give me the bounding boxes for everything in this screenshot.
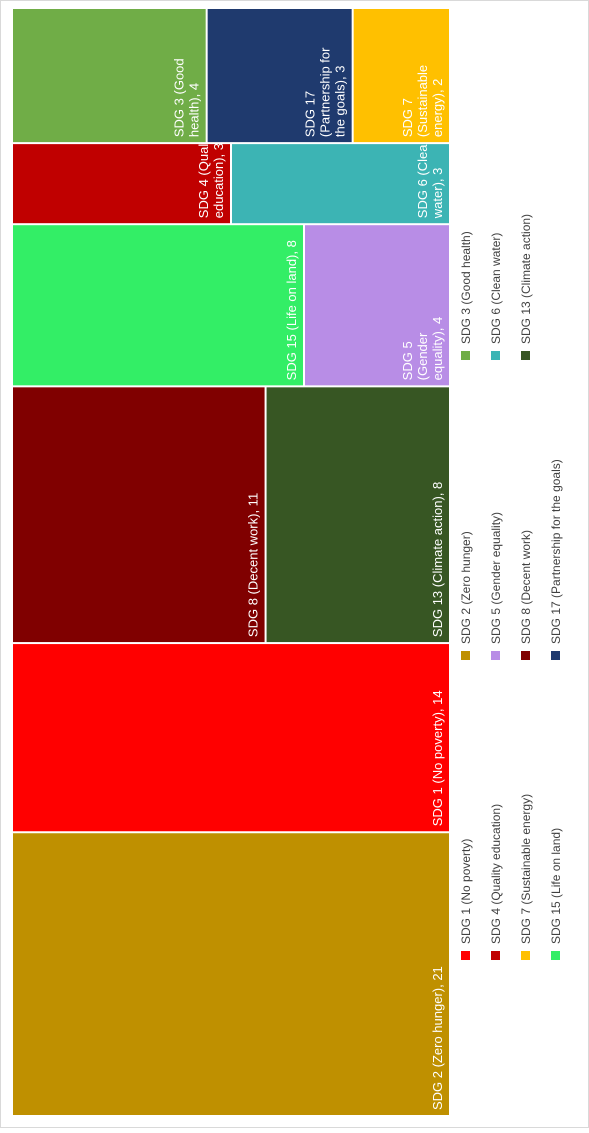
legend-label-sdg-6-clean-water: SDG 6 (Clean water)	[489, 233, 503, 344]
legend-swatch-sdg-3-good-health	[461, 351, 470, 360]
tile-label-sdg-3-good-health: SDG 3 (Goodhealth), 4	[172, 58, 202, 137]
tile-sdg-1-no-poverty	[13, 644, 449, 832]
legend-label-sdg-3-good-health: SDG 3 (Good health)	[459, 231, 473, 344]
tile-label-sdg-6-clean-water: SDG 6 (Cleanwater), 3	[415, 137, 445, 219]
tile-sdg-5-gender-equality	[305, 225, 449, 386]
tile-label-sdg-2-zero-hunger: SDG 2 (Zero hunger), 21	[430, 966, 445, 1110]
tile-sdg-3-good-health	[13, 9, 206, 143]
legend-label-sdg-17-partnership-for-the-goals: SDG 17 (Partnership for the goals)	[549, 459, 563, 644]
tile-label-sdg-17-partnership-for-the-goals: SDG 17(Partnership forthe goals), 3	[303, 47, 348, 137]
legend-swatch-sdg-17-partnership-for-the-goals	[551, 651, 560, 660]
tile-sdg-15-life-on-land	[13, 225, 303, 386]
tile-label-sdg-7-sustainable-energy: SDG 7(Sustainableenergy), 2	[400, 65, 445, 137]
legend-swatch-sdg-2-zero-hunger	[461, 651, 470, 660]
tile-label-sdg-8-decent-work: SDG 8 (Decent work), 11	[246, 493, 261, 637]
legend-swatch-sdg-1-no-poverty	[461, 951, 470, 960]
legend-label-sdg-5-gender-equality: SDG 5 (Gender equality)	[489, 512, 503, 644]
rotated-chart-group: SDG 2 (Zero hunger), 21 SDG 1 (No poverty…	[13, 9, 563, 1115]
legend-label-sdg-2-zero-hunger: SDG 2 (Zero hunger)	[459, 531, 473, 644]
tile-sdg-2-zero-hunger	[13, 833, 449, 1115]
tile-sdg-13-climate-action	[266, 387, 449, 643]
legend-swatch-sdg-7-sustainable-energy	[521, 951, 530, 960]
tile-label-sdg-1-no-poverty: SDG 1 (No poverty), 14	[430, 690, 445, 826]
legend-swatch-sdg-6-clean-water	[491, 351, 500, 360]
tile-sdg-8-decent-work	[13, 387, 265, 643]
tile-sdg-6-clean-water	[232, 144, 449, 224]
tile-label-sdg-5-gender-equality: SDG 5(Genderequality), 4	[400, 317, 445, 381]
treemap-tiles: SDG 2 (Zero hunger), 21 SDG 1 (No poverty…	[13, 9, 449, 1115]
legend-label-sdg-13-climate-action: SDG 13 (Climate action)	[519, 214, 533, 344]
legend-swatch-sdg-13-climate-action	[521, 351, 530, 360]
tile-label-sdg-13-climate-action: SDG 13 (Climate action), 8	[430, 482, 445, 637]
tile-sdg-4-quality-education	[13, 144, 230, 224]
legend: SDG 1 (No poverty) SDG 2 (Zero hunger) SDG…	[459, 214, 563, 960]
legend-label-sdg-4-quality-education: SDG 4 (Quality education)	[489, 804, 503, 944]
tile-sdg-7-sustainable-energy	[353, 9, 449, 143]
legend-label-sdg-8-decent-work: SDG 8 (Decent work)	[519, 530, 533, 644]
legend-swatch-sdg-8-decent-work	[521, 651, 530, 660]
tile-label-sdg-4-quality-education: SDG 4 (Qualityeducation), 3	[196, 130, 226, 218]
legend-label-sdg-15-life-on-land: SDG 15 (Life on land)	[549, 828, 563, 944]
legend-swatch-sdg-4-quality-education	[491, 951, 500, 960]
legend-swatch-sdg-5-gender-equality	[491, 651, 500, 660]
legend-label-sdg-1-no-poverty: SDG 1 (No poverty)	[459, 839, 473, 944]
tile-sdg-17-partnership-for-the-goals	[207, 9, 352, 143]
legend-swatch-sdg-15-life-on-land	[551, 951, 560, 960]
legend-label-sdg-7-sustainable-energy: SDG 7 (Sustainable energy)	[519, 794, 533, 944]
tile-label-sdg-15-life-on-land: SDG 15 (Life on land), 8	[284, 240, 299, 380]
